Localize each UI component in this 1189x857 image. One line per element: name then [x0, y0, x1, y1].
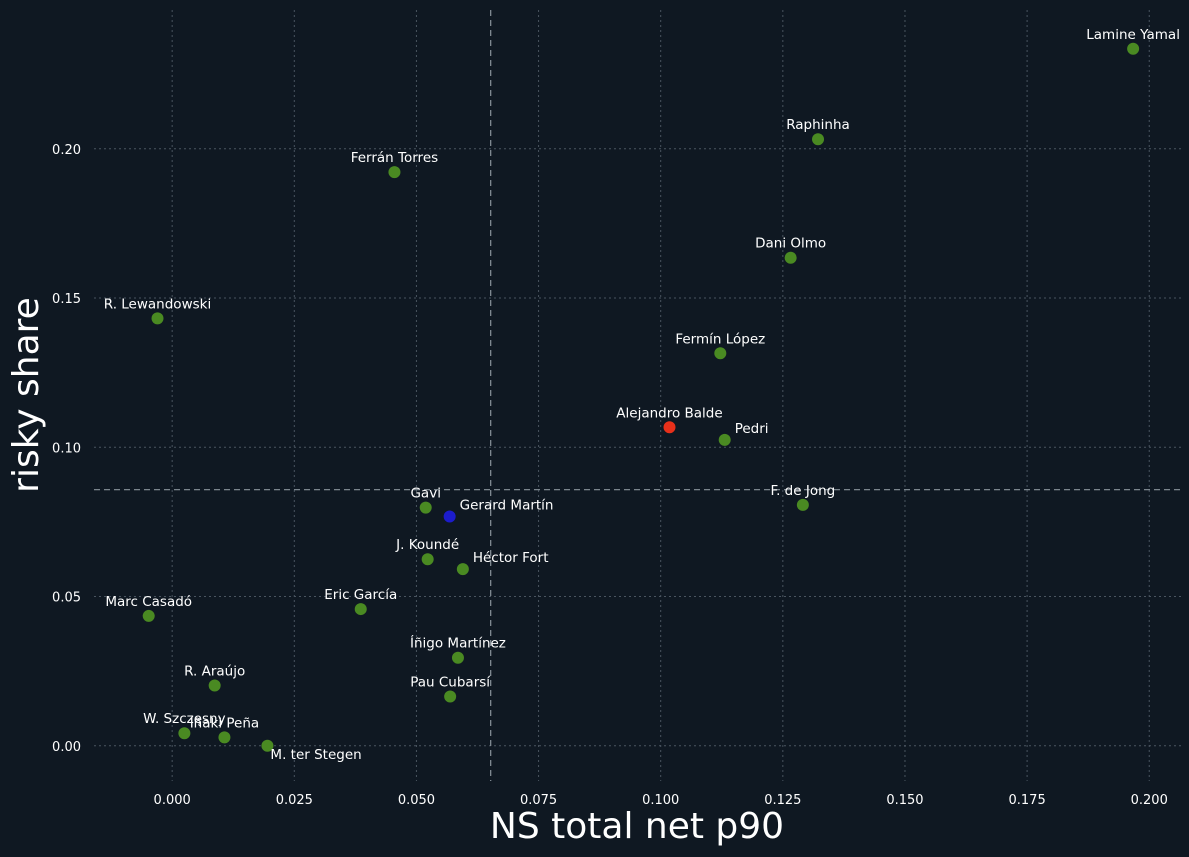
x-tick-label: 0.000 — [154, 793, 191, 808]
point-label: M. ter Stegen — [270, 747, 361, 763]
x-axis-title: NS total net p90 — [490, 806, 784, 847]
y-tick-label: 0.20 — [52, 143, 81, 158]
data-point — [443, 510, 456, 523]
data-point — [663, 421, 676, 434]
point-label: Dani Olmo — [755, 236, 826, 252]
data-point — [388, 166, 401, 179]
data-point — [451, 651, 464, 664]
y-tick-label: 0.00 — [52, 740, 81, 755]
x-tick-label: 0.200 — [1131, 793, 1168, 808]
tick-labels: 0.000 0.025 0.050 0.075 0.100 0.125 0.150 0.175… — [52, 143, 1168, 808]
data-point — [812, 133, 825, 146]
x-tick-label: 0.050 — [398, 793, 435, 808]
point-label: Gerard Martín — [460, 498, 554, 514]
data-points — [142, 42, 1140, 752]
point-label: Iñaki Peña — [190, 715, 259, 731]
point-label: Marc Casadó — [105, 594, 192, 610]
point-label: Fermín López — [675, 331, 765, 347]
point-label: Eric García — [324, 587, 397, 603]
data-point — [261, 739, 274, 752]
x-tick-label: 0.100 — [642, 793, 679, 808]
data-point — [419, 501, 432, 514]
data-point — [142, 609, 155, 622]
data-point — [1127, 42, 1140, 55]
point-label: W. Szczęsny — [143, 711, 225, 727]
data-point — [178, 727, 191, 740]
point-labels: Lamine Yamal Raphinha Ferrán Torres Dani Ol… — [104, 27, 1180, 763]
data-point — [151, 312, 164, 325]
point-label: J. Koundé — [395, 537, 459, 553]
point-label: Pau Cubarsí — [410, 675, 491, 691]
point-label: Alejandro Balde — [616, 405, 722, 421]
grid — [94, 10, 1181, 781]
point-label: Gavi — [410, 486, 440, 502]
point-label: Lamine Yamal — [1086, 27, 1180, 43]
point-label: F. de Jong — [771, 483, 836, 499]
x-tick-label: 0.125 — [764, 793, 801, 808]
data-point — [718, 433, 731, 446]
x-tick-label: 0.025 — [276, 793, 313, 808]
point-label: R. Araújo — [184, 663, 245, 679]
data-point — [208, 679, 221, 692]
x-tick-label: 0.150 — [886, 793, 923, 808]
point-label: Héctor Fort — [473, 550, 549, 566]
data-point — [714, 347, 727, 360]
point-label: Pedri — [735, 421, 769, 437]
data-point — [444, 690, 457, 703]
point-label: Íñigo Martínez — [410, 635, 506, 652]
x-tick-label: 0.075 — [520, 793, 557, 808]
point-label: Ferrán Torres — [351, 150, 438, 166]
data-point — [421, 553, 434, 566]
y-tick-label: 0.10 — [52, 441, 81, 456]
data-point — [796, 498, 809, 511]
data-point — [784, 251, 797, 264]
x-tick-label: 0.175 — [1009, 793, 1046, 808]
data-point — [456, 563, 469, 576]
data-point — [354, 603, 367, 616]
data-point — [218, 731, 231, 744]
y-tick-label: 0.05 — [52, 591, 81, 606]
y-tick-label: 0.15 — [52, 292, 81, 307]
reference-lines — [94, 10, 1181, 781]
point-label: R. Lewandowski — [104, 296, 211, 312]
point-label: Raphinha — [786, 117, 850, 133]
y-axis-title: risky share — [6, 297, 47, 493]
